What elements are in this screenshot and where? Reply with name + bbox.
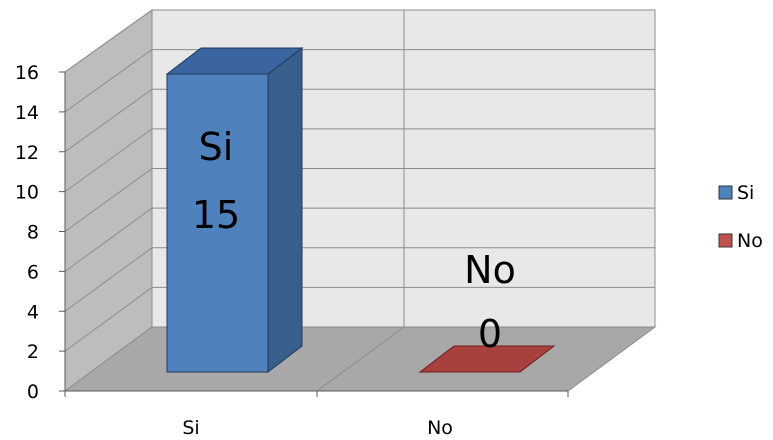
bar-front-face: [166, 73, 269, 373]
y-tick-label: 4: [27, 301, 39, 323]
y-tick-label: 10: [15, 182, 39, 204]
y-tick-label: 2: [27, 341, 39, 363]
bars: [165, 46, 556, 374]
gridline-side: [64, 286, 153, 352]
y-tick-label: 6: [27, 261, 39, 283]
bar-top-face: [418, 345, 556, 373]
gridline-side: [64, 9, 153, 73]
y-tick-label: 0: [27, 381, 39, 403]
gridline-side: [64, 168, 153, 232]
data-label-value: 15: [192, 193, 240, 237]
legend-swatch: [718, 233, 733, 248]
legend-label: No: [737, 230, 763, 252]
y-axis: 0 2 4 6 8 10 12 14 16: [15, 62, 66, 403]
gridline-side: [64, 128, 153, 193]
bar-no: [418, 345, 556, 373]
floor-divider: [316, 326, 405, 392]
gridline-side: [64, 49, 153, 113]
gridline-side: [64, 247, 153, 312]
x-axis: Si No: [64, 390, 569, 439]
y-tick-label: 12: [15, 142, 39, 164]
y-tick-label: 8: [27, 222, 39, 244]
data-label-series: Si: [199, 125, 234, 169]
data-labels: Si 15 No 0: [192, 125, 516, 356]
legend-item-no: No: [718, 230, 763, 252]
legend-label: Si: [737, 182, 754, 204]
bar-si: [165, 46, 304, 374]
legend: Si No: [718, 182, 763, 252]
gridline-side: [64, 207, 153, 272]
bar-side-face: [267, 46, 303, 374]
legend-swatch: [718, 185, 733, 200]
legend-item-si: Si: [718, 182, 754, 204]
data-label-value: 0: [478, 312, 502, 356]
bar-top-face: [165, 47, 304, 75]
x-tick-label: Si: [182, 417, 199, 439]
data-label-series: No: [464, 248, 516, 292]
gridline-side: [64, 88, 153, 153]
x-tick-label: No: [427, 417, 453, 439]
y-tick-label: 16: [15, 62, 39, 84]
y-tick-label: 14: [15, 102, 39, 124]
